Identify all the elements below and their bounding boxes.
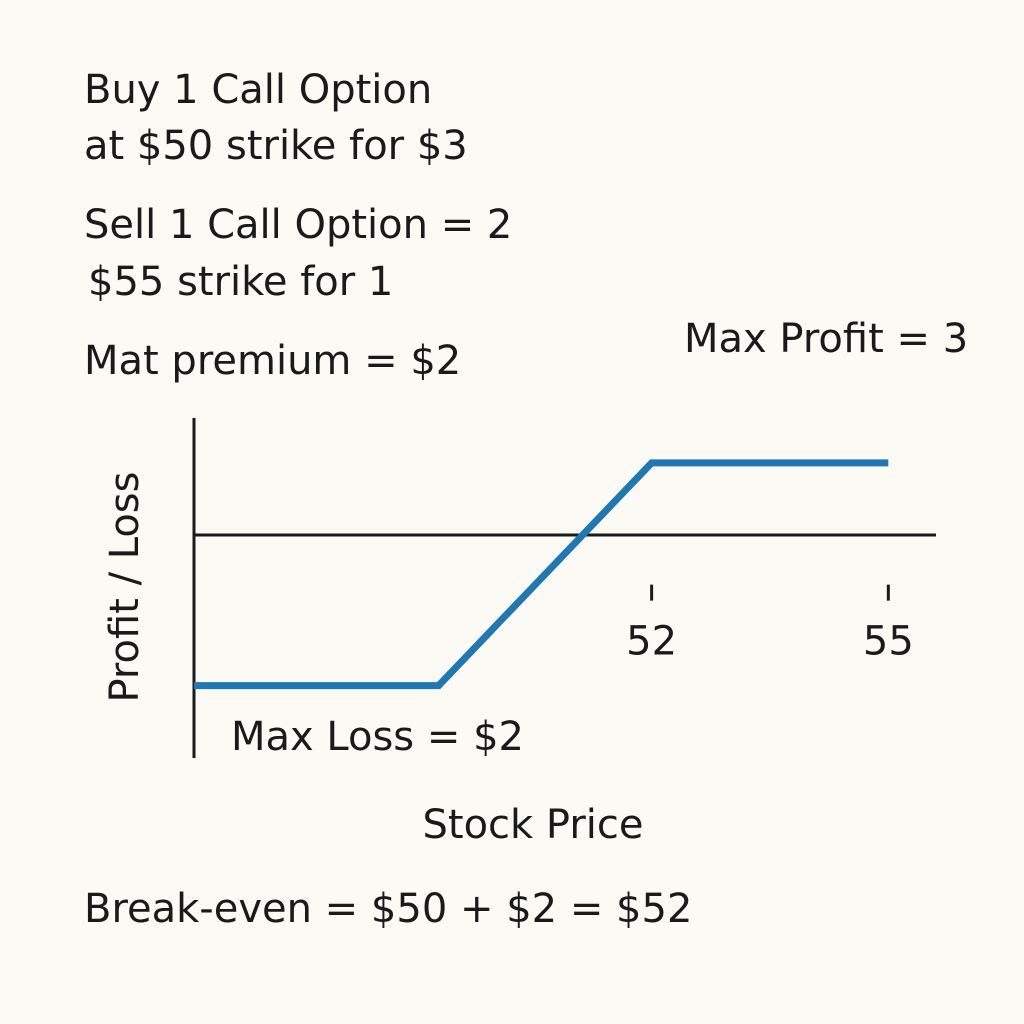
- x-ticks: 52 55: [626, 584, 914, 665]
- y-axis-label: Profit / Loss: [102, 472, 148, 703]
- payoff-line: [194, 459, 889, 690]
- buy-call-line-2: at $50 strike for $3: [84, 123, 468, 169]
- max-profit-label: Max Profit = 3: [684, 316, 968, 362]
- net-premium-note: Mat premium = $2: [84, 338, 461, 384]
- break-even-note: Break-even = $50 + $2 = $52: [84, 886, 692, 932]
- sell-call-line-1: Sell 1 Call Option = 2: [84, 202, 512, 248]
- x-tick-label-55: 55: [863, 619, 914, 665]
- max-loss-label: Max Loss = $2: [231, 714, 524, 760]
- buy-call-line-1: Buy 1 Call Option: [84, 67, 432, 113]
- sell-call-line-2: $55 strike for 1: [88, 259, 393, 305]
- x-axis-label: Stock Price: [423, 802, 644, 848]
- x-tick-label-52: 52: [626, 619, 677, 665]
